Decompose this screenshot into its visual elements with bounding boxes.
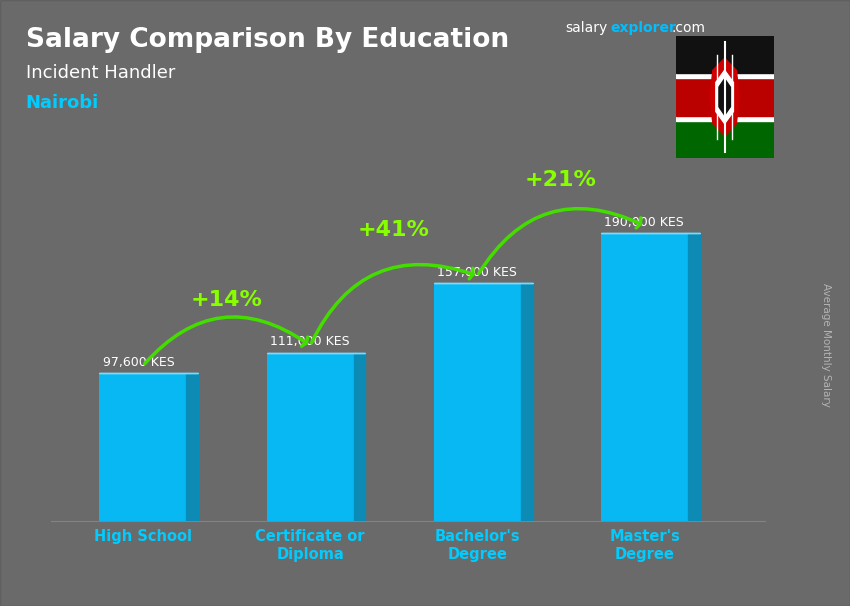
Polygon shape	[688, 233, 700, 521]
Bar	[434, 283, 521, 521]
Bar	[267, 353, 354, 521]
Bar	[676, 78, 774, 116]
Bar	[676, 36, 774, 73]
Text: salary: salary	[565, 21, 608, 35]
Bar	[676, 121, 774, 158]
Polygon shape	[354, 353, 366, 521]
Text: 97,600 KES: 97,600 KES	[103, 356, 174, 368]
Bar	[99, 373, 186, 521]
Text: Nairobi: Nairobi	[26, 94, 99, 112]
Text: 190,000 KES: 190,000 KES	[604, 216, 684, 228]
Polygon shape	[186, 373, 198, 521]
Text: Incident Handler: Incident Handler	[26, 64, 175, 82]
Text: explorer: explorer	[610, 21, 676, 35]
Text: Salary Comparison By Education: Salary Comparison By Education	[26, 27, 508, 53]
Text: +41%: +41%	[358, 220, 430, 241]
Text: Average Monthly Salary: Average Monthly Salary	[821, 284, 831, 407]
Polygon shape	[716, 70, 734, 124]
Text: +14%: +14%	[190, 290, 263, 310]
Text: 111,000 KES: 111,000 KES	[270, 336, 349, 348]
Bar	[676, 116, 774, 121]
Text: 157,000 KES: 157,000 KES	[437, 266, 517, 279]
Polygon shape	[710, 58, 740, 136]
Text: .com: .com	[672, 21, 705, 35]
Bar	[601, 233, 688, 521]
Polygon shape	[521, 283, 533, 521]
Polygon shape	[719, 79, 730, 115]
Text: +21%: +21%	[525, 170, 597, 190]
Bar	[676, 73, 774, 78]
